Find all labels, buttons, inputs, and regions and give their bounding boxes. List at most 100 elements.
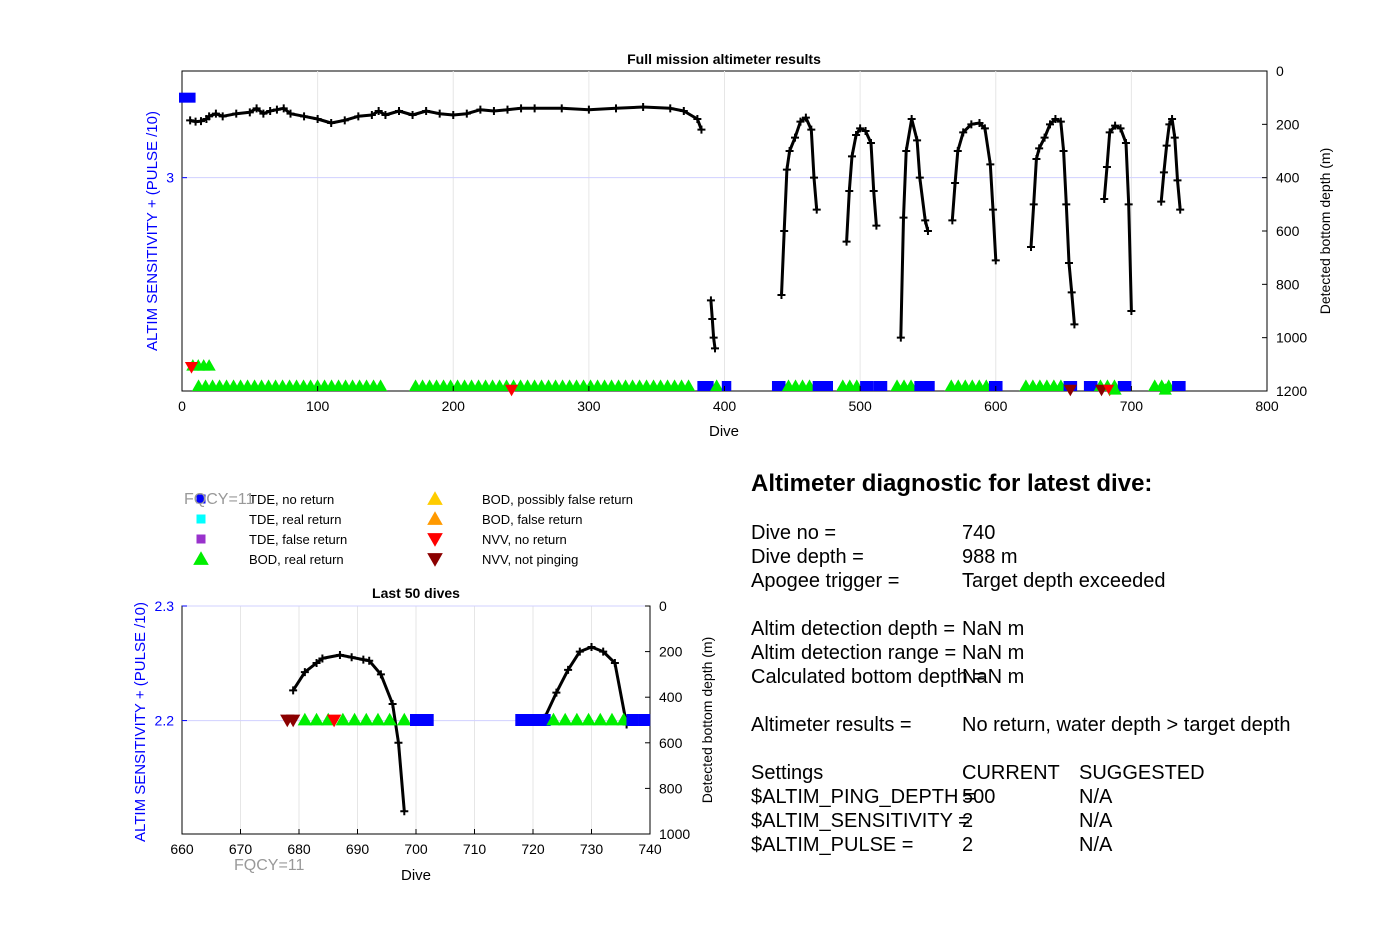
bot-depth-point [587, 643, 596, 652]
full-mission-event-bands [179, 92, 1186, 391]
bot-depth-line [543, 645, 629, 725]
diag-value-bottom-depth: NaN m [962, 666, 1025, 688]
top-depth-line [1102, 124, 1133, 312]
top-depth-point [476, 105, 485, 114]
bot-x-tick-label: 680 [287, 841, 311, 857]
bot-event-marker [326, 714, 342, 728]
top-depth-point [852, 131, 861, 139]
bot-depth-point [365, 656, 374, 665]
bot-event-marker [557, 712, 573, 726]
top-depth-point [1032, 155, 1041, 163]
top-x-tick-label: 100 [306, 398, 330, 414]
bot-depth-point [347, 653, 356, 662]
top-depth-point [489, 107, 498, 115]
top-depth-point [279, 104, 288, 113]
full-mission-grid [182, 71, 1267, 391]
bot-x-tick-label: 660 [170, 841, 194, 857]
diag-value-dive-no: 740 [962, 522, 996, 544]
top-depth-point [395, 107, 403, 115]
top-band-marker [710, 379, 724, 391]
top-depth-point [899, 213, 908, 222]
top-depth-point [211, 109, 220, 118]
bot-event-marker [347, 712, 362, 726]
top-event-marker [202, 359, 216, 371]
full-mission-ylabel-right: Detected bottom depth (m) [1317, 148, 1333, 315]
top-event-marker [1108, 383, 1122, 395]
legend-marker [196, 494, 206, 504]
bot-depth-line [291, 653, 406, 812]
top-depth-point [1100, 195, 1109, 203]
diag-label-dive-no: Dive no = [751, 522, 837, 544]
top-band-block [771, 381, 786, 391]
top-depth-point [706, 296, 715, 305]
bot-depth-point [564, 665, 573, 674]
top-depth-point [975, 119, 984, 127]
top-depth-point [1176, 205, 1185, 214]
bot-y-right-tick-label: 0 [659, 598, 667, 614]
top-depth-point [666, 104, 675, 113]
top-depth-point [1059, 147, 1068, 155]
legend-marker [427, 553, 443, 567]
top-depth-point [1064, 259, 1073, 267]
bot-event-marker [581, 712, 596, 726]
bot-y-left-tick-label: 2.2 [155, 713, 175, 729]
top-band-marker [681, 379, 696, 391]
bot-y-left-tick-label: 2.3 [155, 598, 175, 614]
top-depth-point [948, 216, 957, 225]
top-depth-point [1105, 128, 1114, 137]
bot-x-tick-label: 700 [404, 841, 428, 857]
legend-marker [427, 491, 443, 505]
diagnostic-title: Altimeter diagnostic for latest dive: [751, 470, 1153, 497]
settings-header-suggested: SUGGESTED [1079, 762, 1205, 784]
bot-event-marker [638, 714, 651, 726]
bot-y-right-tick-label: 1000 [659, 826, 690, 842]
top-depth-point [517, 104, 526, 113]
top-event-marker [1158, 383, 1172, 395]
top-settings-mark [179, 92, 196, 103]
top-x-tick-label: 700 [1120, 398, 1144, 414]
top-depth-point [953, 147, 962, 155]
last-50-ylabel-right: Detected bottom depth (m) [699, 637, 715, 804]
bot-event-marker [285, 714, 301, 728]
legend-label: NVV, not pinging [482, 552, 578, 567]
top-x-tick-label: 300 [577, 398, 601, 414]
legend-label: BOD, real return [249, 552, 344, 567]
diag-label-bottom-depth: Calculated bottom depth = [751, 666, 986, 688]
top-depth-point [422, 107, 431, 115]
top-depth-point [1027, 243, 1036, 251]
legend-label: TDE, real return [249, 512, 341, 527]
top-depth-point [1124, 200, 1133, 209]
bot-y-right-tick-label: 800 [659, 780, 683, 796]
setting-suggested-sensitivity: N/A [1079, 810, 1113, 832]
setting-current-pulse: 2 [962, 834, 974, 856]
bot-depth-point [335, 651, 344, 660]
last-50-ylabel-left: ALTIM SENSITIVITY + (PULSE /10) [132, 602, 149, 842]
top-depth-point [313, 115, 322, 123]
top-depth-point [1159, 168, 1168, 177]
top-depth-point [711, 344, 720, 353]
top-depth-point [503, 105, 512, 114]
setting-label-ping-depth: $ALTIM_PING_DEPTH = [751, 786, 976, 808]
top-depth-point [1040, 133, 1049, 142]
top-depth-line [1159, 117, 1182, 210]
full-mission-title: Full mission altimeter results [627, 51, 821, 67]
top-depth-point [856, 124, 865, 133]
top-depth-point [462, 109, 471, 118]
top-y-left-tick-label: 3 [166, 170, 174, 186]
bot-event-marker [309, 712, 324, 726]
full-mission-event-markers [184, 359, 1172, 397]
bot-event-marker [593, 712, 608, 726]
top-band-block [873, 381, 888, 391]
top-depth-point [340, 116, 349, 125]
bot-depth-point [610, 659, 619, 667]
bot-event-marker [569, 712, 585, 726]
bot-depth-point [552, 688, 561, 697]
top-depth-point [807, 125, 816, 134]
top-band-block [1083, 381, 1098, 391]
top-depth-point [1070, 320, 1079, 329]
top-depth-point [1056, 117, 1065, 126]
bot-depth-point [300, 668, 309, 677]
top-y-right-tick-label: 0 [1276, 63, 1284, 79]
full-mission-x-ticks: 0 100 200 300 400 500 600 700 800 [178, 386, 1279, 414]
